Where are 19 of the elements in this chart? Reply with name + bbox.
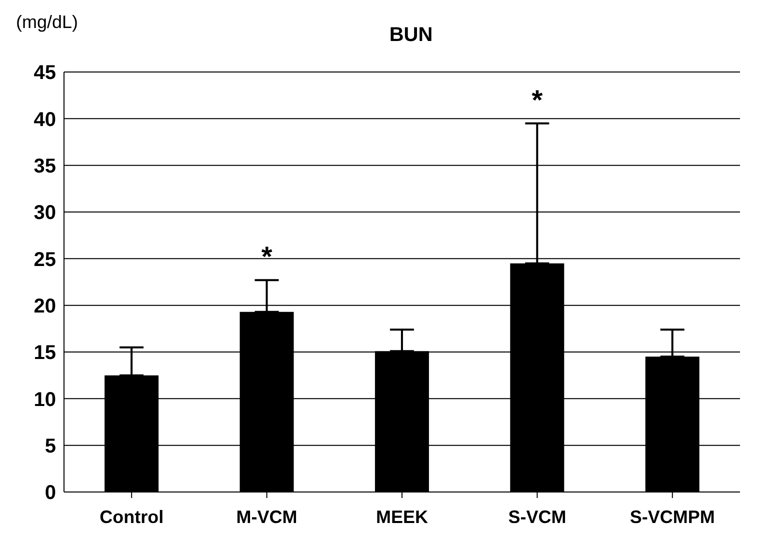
annotation: * — [261, 241, 272, 272]
y-tick-label: 35 — [34, 155, 56, 178]
x-tick-label: M-VCM — [236, 506, 298, 527]
x-tick-label: MEEK — [376, 506, 428, 527]
y-tick-label: 25 — [34, 248, 56, 271]
y-tick-label: 15 — [34, 342, 56, 364]
x-tick-label: Control — [100, 506, 164, 527]
y-tick-label: 45 — [34, 62, 56, 84]
x-tick-label: S-VCM — [508, 506, 566, 527]
y-axis-title: (mg/dL) — [16, 12, 78, 33]
y-tick-label: 30 — [34, 202, 56, 224]
y-tick-label: 0 — [44, 482, 56, 504]
annotation: * — [532, 84, 543, 116]
x-tick-label: S-VCMPM — [630, 506, 715, 527]
y-tick-label: 10 — [34, 388, 56, 411]
y-tick-label: 5 — [44, 435, 56, 458]
y-tick-label: 40 — [34, 108, 56, 131]
chart-title: BUN — [389, 24, 433, 46]
y-tick-label: 20 — [34, 295, 56, 318]
